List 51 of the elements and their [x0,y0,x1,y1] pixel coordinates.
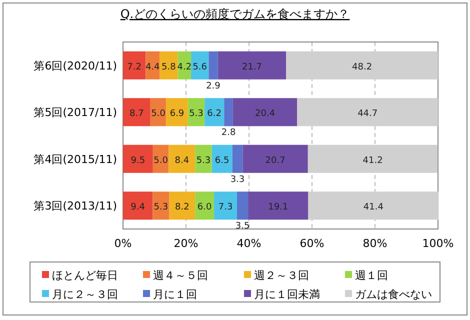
data-label: 6.0 [197,202,212,213]
data-label: 3.3 [230,174,245,185]
y-tick-label: 第6回(2020/11) [34,59,117,72]
data-label: 8.2 [175,202,190,213]
data-label: 3.5 [235,222,250,232]
legend-label: 週４～５回 [153,269,208,282]
data-label: 20.7 [265,156,286,166]
data-label: 9.4 [130,202,146,213]
data-label: 8.7 [130,109,144,120]
data-label: 44.7 [358,109,378,120]
data-label: 5.3 [154,202,168,213]
y-tick-label: 第3回(2013/11) [34,200,117,213]
data-label: 48.2 [352,62,372,72]
x-tick-label: 60% [300,237,324,250]
data-label: 5.8 [162,62,176,72]
x-tick-label: 100% [422,237,454,250]
data-label: 4.4 [145,62,160,72]
x-tick-label: 0% [114,237,132,250]
x-tick-label: 80% [362,237,388,250]
data-label: 41.4 [363,202,384,213]
data-label: 19.1 [268,202,288,213]
data-label: 2.9 [206,81,221,92]
data-label: 4.2 [177,62,192,72]
legend-label: 月に１回 [153,288,197,301]
legend-label: ほとんど毎日 [52,269,118,282]
legend-label: 週２～３回 [254,269,309,282]
y-tick-label: 第4回(2015/11) [34,152,117,166]
data-label: 20.4 [255,109,276,120]
legend-label: 月に２～３回 [52,288,118,301]
data-label: 21.7 [242,62,262,72]
data-label: 5.3 [196,156,211,166]
data-label: 7.3 [218,202,233,213]
data-label: 7.2 [127,62,142,72]
data-label: 6.9 [170,109,184,120]
data-label: 6.5 [214,156,230,166]
data-label: 2.8 [221,128,236,138]
data-label: 5.6 [192,62,208,72]
chart-title: Q.どのくらいの頻度でガムを食べますか？ [120,7,350,21]
legend-label: 週１回 [355,269,388,282]
data-label: 41.2 [362,156,383,166]
x-tick-label: 20% [174,237,198,250]
data-label: 5.0 [151,109,166,120]
data-label: 5.3 [189,109,204,120]
legend-label: ガムは食べない [355,288,432,301]
data-label: 8.4 [174,156,190,166]
data-label: 6.2 [207,109,222,120]
data-label: 9.5 [130,156,146,166]
legend-label: 月に１回未満 [254,288,320,301]
x-tick-label: 40% [236,237,262,250]
y-tick-label: 第5回(2017/11) [34,106,117,120]
data-label: 5.0 [154,156,168,166]
